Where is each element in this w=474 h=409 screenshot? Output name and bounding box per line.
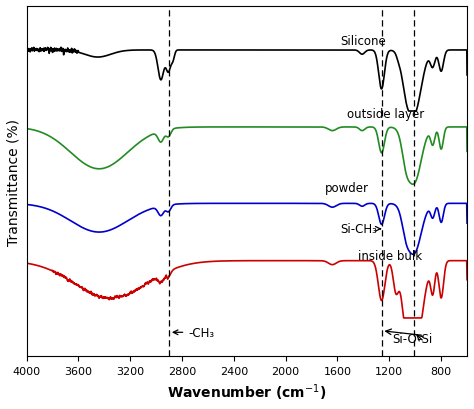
Y-axis label: Transmittance (%): Transmittance (%) xyxy=(7,118,21,245)
Text: -CH₃: -CH₃ xyxy=(173,326,214,339)
Text: Si-O-Si: Si-O-Si xyxy=(392,333,432,345)
Text: Si-CH₃: Si-CH₃ xyxy=(340,223,380,236)
X-axis label: Wavenumber (cm$^{-1}$): Wavenumber (cm$^{-1}$) xyxy=(167,382,327,402)
Text: powder: powder xyxy=(325,181,368,194)
Text: Silicone: Silicone xyxy=(340,35,386,48)
Text: outside layer: outside layer xyxy=(346,108,424,121)
Text: inside bulk: inside bulk xyxy=(358,249,422,263)
